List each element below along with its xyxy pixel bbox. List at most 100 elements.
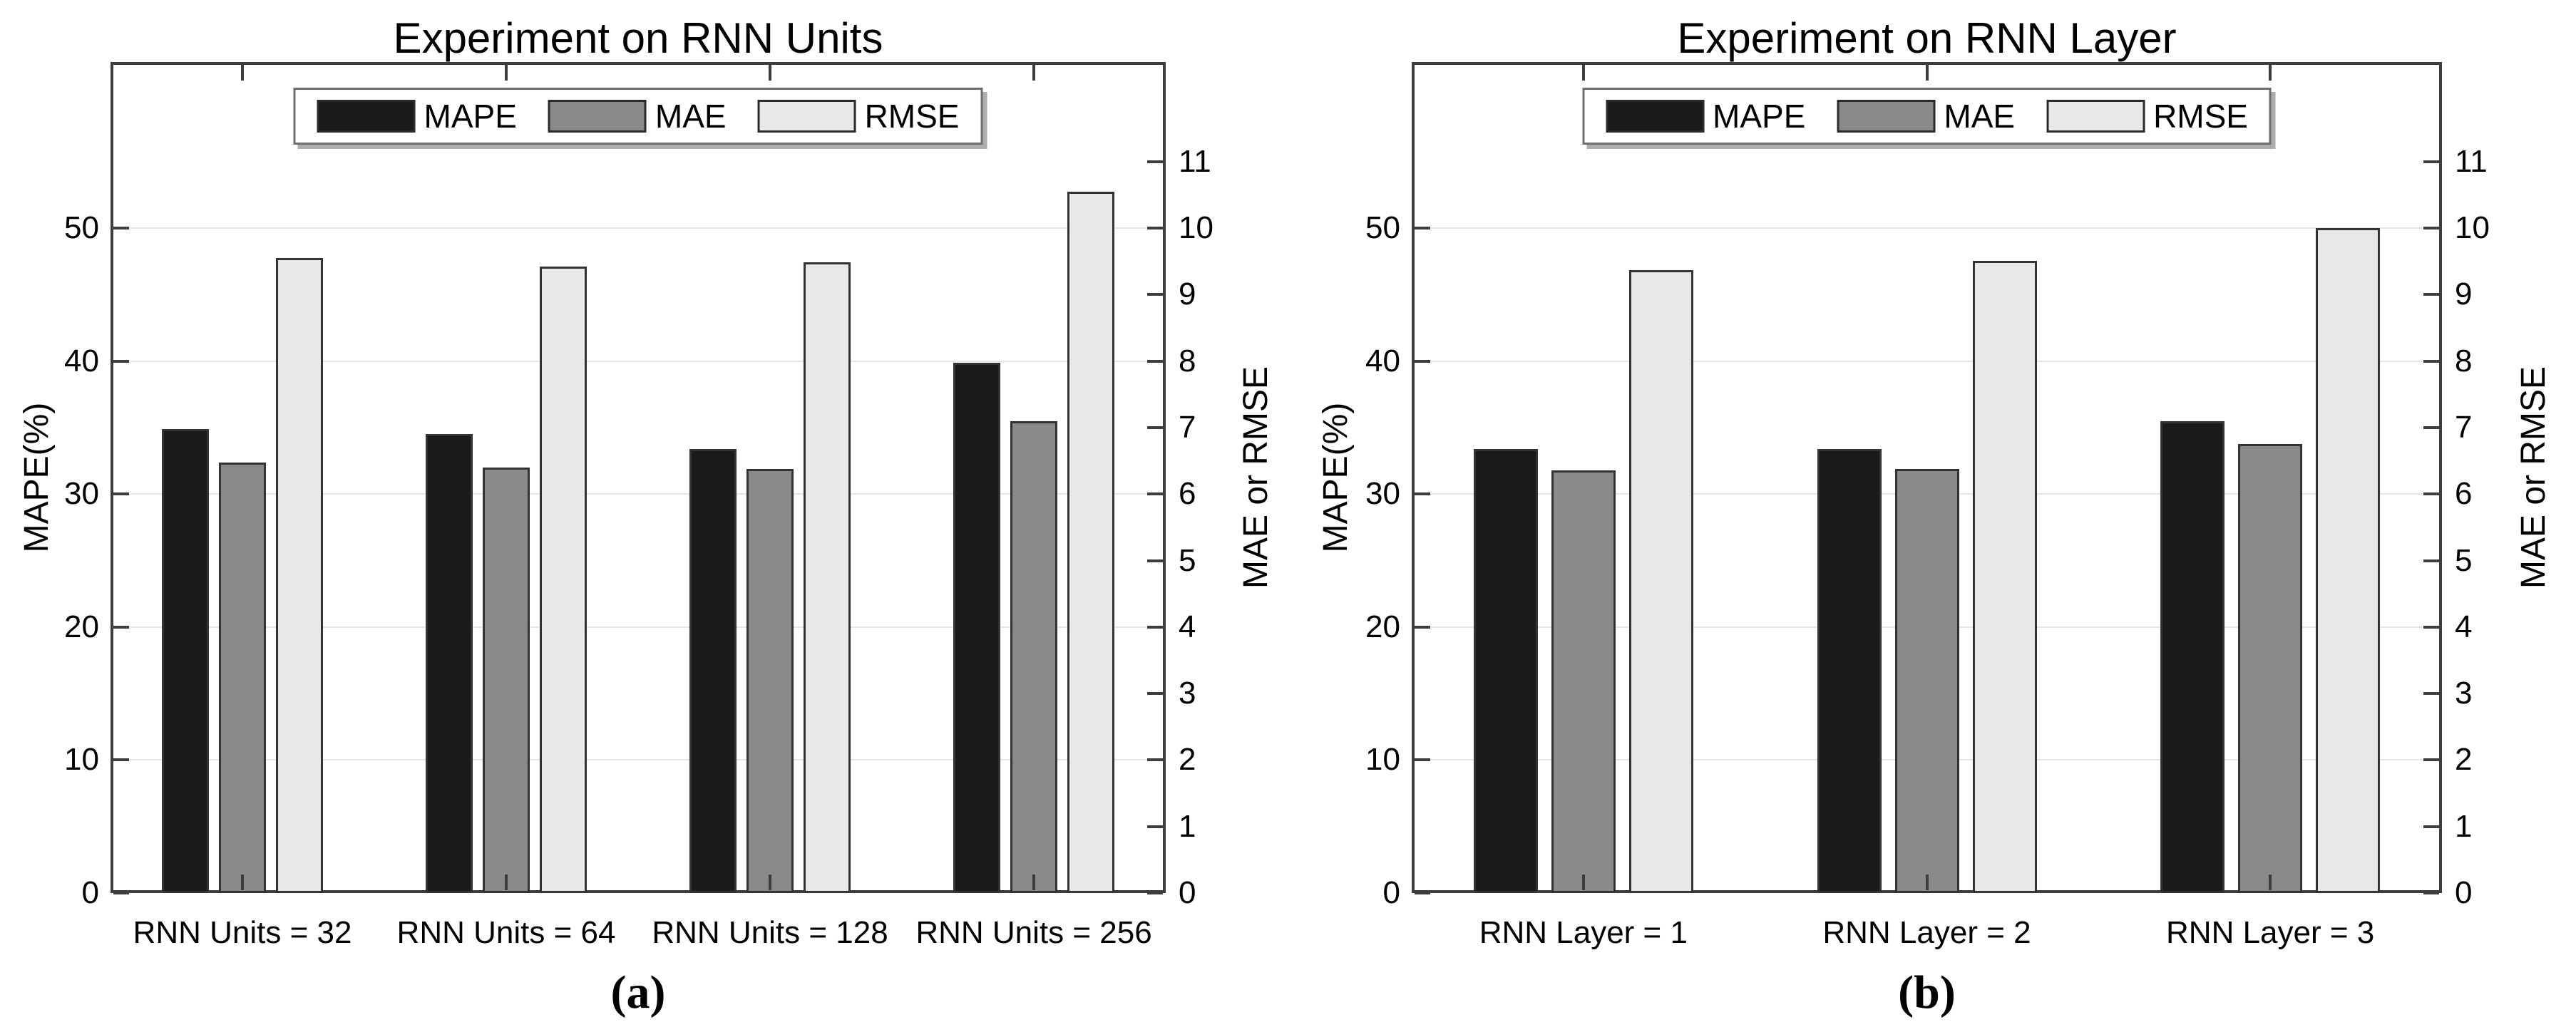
- right-axis-tick-label: 6: [2455, 476, 2473, 512]
- bottom-axis-tick: [1925, 874, 1929, 890]
- gridline: [113, 493, 1163, 495]
- left-axis-tick-label: 10: [64, 742, 99, 778]
- bar-rmse: [1973, 261, 2037, 893]
- panel-a-title: Experiment on RNN Units: [393, 14, 883, 62]
- right-axis-tick: [2423, 492, 2439, 496]
- right-axis-tick: [1147, 625, 1163, 629]
- top-axis-tick: [2269, 65, 2272, 81]
- top-axis-tick: [505, 65, 508, 81]
- left-axis-tick-label: 10: [1365, 742, 1400, 778]
- bar-mape: [162, 429, 209, 893]
- gridline: [113, 759, 1163, 761]
- category-label: RNN Layer = 3: [2166, 915, 2375, 950]
- bar-mae: [746, 469, 794, 893]
- gridline: [113, 360, 1163, 362]
- bar-rmse: [804, 262, 851, 893]
- left-axis-tick-label: 30: [1365, 476, 1400, 512]
- right-axis-tick-label: 3: [2455, 676, 2473, 711]
- bottom-axis-tick: [1581, 874, 1585, 890]
- bar-mape: [1474, 449, 1538, 893]
- bar-mae: [483, 468, 530, 893]
- bar-rmse: [1629, 270, 1693, 893]
- legend-swatch-mae: [548, 100, 647, 133]
- legend-item-mae: MAE: [548, 98, 727, 134]
- right-axis-tick-label: 5: [2455, 542, 2473, 578]
- right-axis-tick: [1147, 758, 1163, 762]
- right-axis-tick: [2423, 359, 2439, 363]
- bottom-axis-tick: [2269, 874, 2272, 890]
- right-axis-tick: [2423, 825, 2439, 828]
- left-axis-tick: [113, 492, 129, 496]
- bar-mape: [689, 449, 737, 893]
- bar-mape: [1817, 449, 1882, 893]
- right-axis-tick-label: 11: [2455, 143, 2488, 179]
- right-axis-tick-label: 5: [1179, 542, 1196, 578]
- right-axis-tick-label: 2: [2455, 742, 2473, 778]
- right-axis-tick-label: 0: [2455, 875, 2473, 910]
- legend: MAPE MAE RMSE: [1582, 88, 2272, 145]
- left-axis-tick-label: 30: [64, 476, 99, 512]
- left-axis-tick-label: 20: [64, 609, 99, 644]
- legend-label: MAE: [655, 98, 727, 135]
- left-axis-tick: [113, 227, 129, 230]
- bar-mae: [1551, 470, 1616, 893]
- right-axis-tick-label: 10: [2455, 210, 2490, 246]
- right-axis-tick: [2423, 625, 2439, 629]
- legend-item-mae: MAE: [1837, 98, 2015, 134]
- right-axis-tick-label: 1: [1179, 808, 1196, 844]
- bar-mape: [953, 363, 1000, 893]
- legend-item-mape: MAPE: [317, 98, 517, 134]
- gridline: [113, 626, 1163, 628]
- legend-swatch-mape: [317, 100, 416, 133]
- legend-item-rmse: RMSE: [757, 98, 959, 134]
- right-axis-tick: [2423, 426, 2439, 430]
- right-axis-tick: [2423, 559, 2439, 562]
- left-axis-tick: [1415, 227, 1430, 230]
- right-axis-tick: [2423, 227, 2439, 230]
- category-label: RNN Units = 64: [396, 915, 616, 950]
- right-axis-tick: [2423, 293, 2439, 296]
- right-axis-tick-label: 7: [1179, 410, 1196, 445]
- right-axis-tick: [1147, 559, 1163, 562]
- left-axis-tick-label: 40: [1365, 343, 1400, 378]
- right-axis-tick-label: 10: [1179, 210, 1213, 246]
- right-axis-tick-label: 6: [1179, 476, 1196, 512]
- panel-b-caption: (b): [1898, 966, 1956, 1018]
- right-axis-tick: [1147, 825, 1163, 828]
- right-axis-tick: [1147, 359, 1163, 363]
- bar-rmse: [2316, 228, 2380, 893]
- legend-label: MAE: [1944, 98, 2016, 135]
- right-axis-tick: [1147, 426, 1163, 430]
- gridline: [113, 227, 1163, 229]
- right-axis-tick-label: 2: [1179, 742, 1196, 778]
- bar-rmse: [276, 258, 323, 893]
- panel-a-caption: (a): [610, 966, 666, 1018]
- gridline: [1415, 360, 2439, 362]
- right-axis-tick-label: 1: [2455, 808, 2473, 844]
- gridline: [1415, 227, 2439, 229]
- category-label: RNN Layer = 2: [1822, 915, 2031, 950]
- right-axis-tick-label: 8: [1179, 343, 1196, 378]
- legend-swatch-mape: [1606, 100, 1705, 133]
- right-axis-tick: [1147, 692, 1163, 696]
- top-axis-tick: [769, 65, 771, 81]
- category-label: RNN Units = 128: [652, 915, 888, 950]
- left-axis-tick: [1415, 625, 1430, 629]
- bottom-axis-tick: [505, 874, 508, 890]
- bar-mape: [2160, 421, 2225, 893]
- right-axis-tick: [2423, 758, 2439, 762]
- right-axis-tick: [1147, 293, 1163, 296]
- bar-mape: [426, 434, 473, 893]
- bar-rmse: [1067, 192, 1114, 893]
- right-axis-tick-label: 8: [2455, 343, 2473, 378]
- right-axis-tick: [2423, 160, 2439, 163]
- left-axis-tick-label: 50: [1365, 210, 1400, 246]
- left-axis-tick: [1415, 892, 1430, 894]
- bottom-axis-tick: [1032, 874, 1035, 890]
- right-axis-tick-label: 9: [2455, 277, 2473, 312]
- left-axis-tick: [1415, 492, 1430, 496]
- left-axis-tick: [113, 625, 129, 629]
- bottom-axis-tick: [241, 874, 244, 890]
- top-axis-tick: [241, 65, 244, 81]
